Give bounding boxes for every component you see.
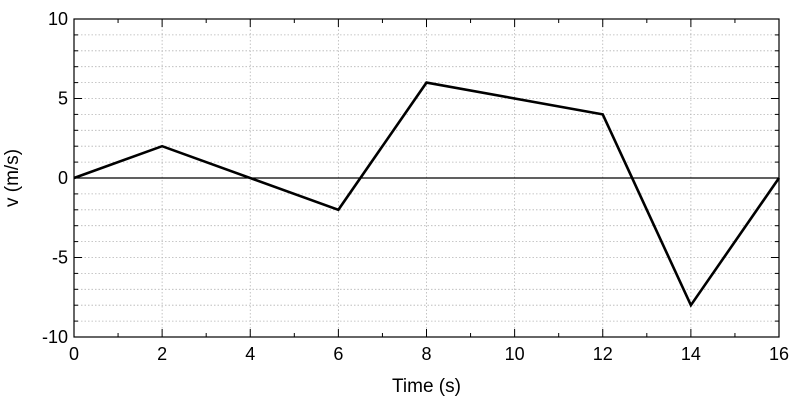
x-tick-label: 12 — [593, 344, 613, 364]
axis-ticks — [73, 18, 780, 338]
series-group — [73, 81, 781, 308]
x-tick-label: 2 — [157, 344, 167, 364]
y-tick-label: 10 — [48, 9, 68, 29]
y-tick-labels: -10 -5 0 5 10 — [42, 9, 68, 347]
series-line-0 — [73, 81, 781, 308]
y-tick-label: -5 — [52, 248, 68, 268]
x-tick-label: 14 — [681, 344, 701, 364]
x-tick-label: 16 — [769, 344, 789, 364]
x-tick-label: 8 — [421, 344, 431, 364]
x-tick-labels: 0 2 4 6 8 10 12 14 16 — [69, 344, 789, 364]
x-tick-label: 4 — [245, 344, 255, 364]
x-tick-label: 10 — [505, 344, 525, 364]
y-tick-label: 0 — [58, 168, 68, 188]
y-tick-label: 5 — [58, 89, 68, 109]
y-tick-label: -10 — [42, 327, 68, 347]
x-tick-label: 6 — [333, 344, 343, 364]
x-axis-label: Time (s) — [392, 376, 461, 397]
grid-lines — [74, 19, 779, 337]
x-tick-label: 0 — [69, 344, 79, 364]
y-axis-label: v (m/s) — [2, 149, 23, 207]
